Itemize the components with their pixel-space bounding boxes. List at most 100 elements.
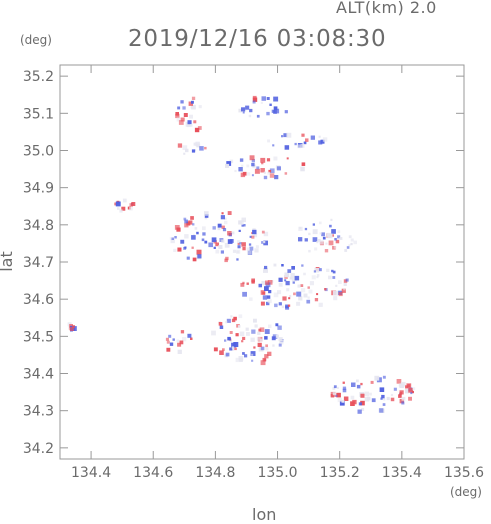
echo-cell [241,224,244,227]
echo-cell [242,247,246,251]
echo-cell [412,387,416,391]
echo-cell [341,288,346,293]
echo-cell [268,290,272,294]
echo-cell [298,296,303,301]
echo-cell [271,109,275,113]
echo-cell [383,398,386,401]
echo-cell [251,359,254,362]
echo-cell [401,396,406,401]
echo-cell [308,289,313,294]
echo-cell [325,242,328,245]
echo-cell [273,96,279,102]
echo-cell [168,334,172,338]
echo-cell [72,325,75,328]
echo-cell [241,340,244,343]
echo-cell [351,382,356,387]
echo-cell [261,96,266,101]
echo-cell [197,126,202,130]
echo-cell [183,217,187,221]
echo-cell [308,232,311,236]
echo-cell [244,354,248,358]
echo-cell [184,246,187,249]
echo-cell [169,237,173,240]
echo-cell [339,400,345,406]
echo-cell [246,164,250,168]
echo-cell [300,284,304,287]
echo-cell [184,234,189,239]
echo-cell [191,149,196,153]
echo-cell [272,344,275,347]
echo-cell [278,277,283,282]
echo-cell [261,241,264,244]
echo-cell [271,336,276,341]
echo-cell [364,396,370,402]
echo-cell [176,227,181,232]
echo-cell [261,280,266,286]
echo-cell [264,354,269,359]
echo-cell [220,215,225,220]
echo-cell [213,246,216,249]
echo-cell [189,124,193,127]
echo-cell [330,218,333,221]
echo-cell [410,392,413,395]
echo-cell [358,402,362,406]
echo-cell [346,246,350,249]
echo-cell [262,295,268,300]
echo-cell [274,303,278,308]
echo-cell [297,144,301,149]
echo-cell [222,348,225,351]
echo-cell [204,214,209,218]
echo-cell [319,240,324,245]
echo-cell [185,149,188,152]
echo-cell [380,397,383,400]
echo-cell [263,171,267,174]
y-tick-label: 34.8 [23,218,54,234]
echo-cell [284,279,287,282]
echo-cell [308,249,311,253]
echo-cell [129,203,133,207]
echo-cell [267,280,273,285]
echo-cell [306,299,311,304]
echo-cell [176,117,181,122]
echo-cell [268,169,272,173]
y-tick-label: 35.0 [23,143,54,159]
echo-cell [267,171,271,175]
echo-cell [204,240,208,244]
echo-cell [343,396,349,401]
echo-cell [246,247,250,251]
echo-cell [338,280,342,284]
echo-cell [264,329,270,334]
echo-cell [184,223,189,228]
echo-cell [313,270,316,273]
echo-cell [226,318,231,323]
echo-cell [261,230,265,234]
echo-cell [374,375,380,381]
echo-cell [322,137,328,142]
echo-cell [246,282,249,285]
echo-cell [261,162,264,165]
echo-cell [174,236,177,239]
echo-cell [186,256,190,260]
echo-cell [177,349,182,354]
echo-cell [324,288,327,291]
echo-cell [235,357,240,363]
x-tick-label: 134.4 [71,465,111,481]
echo-cell [333,246,337,249]
echo-cell [246,332,250,336]
echo-cell [296,301,301,306]
echo-cell [178,120,184,125]
echo-cell [249,155,255,161]
echo-cell [289,276,293,280]
echo-cell [202,226,206,231]
echo-cell [224,258,228,263]
echo-cell [390,397,395,402]
echo-cell [286,288,290,292]
echo-cell [273,106,278,111]
echo-cell [304,227,308,231]
echo-cell [314,298,319,302]
echo-cell [278,302,282,306]
echo-cell [239,242,242,245]
echo-cell [269,103,272,106]
echo-cell [332,276,336,279]
echo-cell [287,269,292,273]
